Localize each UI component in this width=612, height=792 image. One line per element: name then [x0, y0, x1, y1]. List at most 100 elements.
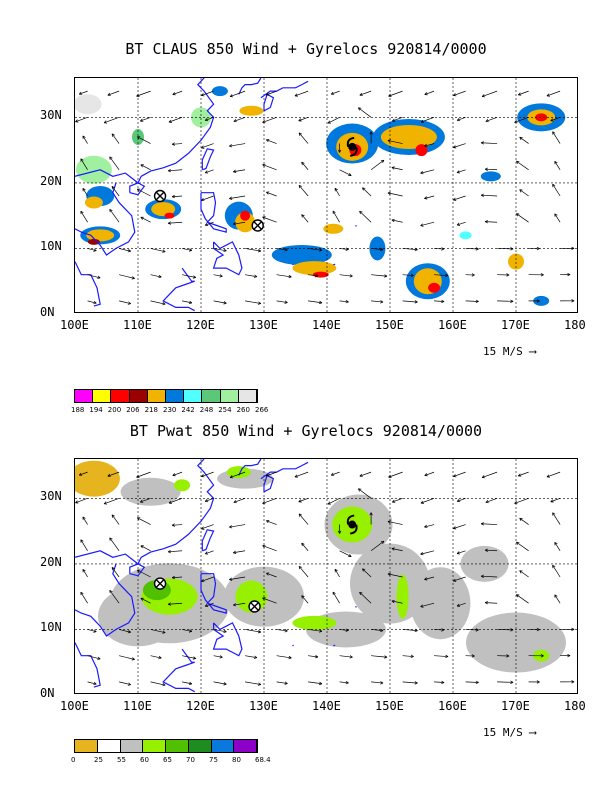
- wind-arrow-head: [127, 682, 131, 686]
- wind-arrow: [276, 274, 292, 278]
- wind-arrow-head: [298, 513, 302, 517]
- wind-arrow: [75, 498, 88, 504]
- wind-arrow: [371, 629, 384, 631]
- wind-arrow: [519, 136, 529, 144]
- wind-arrow-head: [571, 246, 575, 251]
- wind-arrow-head: [481, 475, 486, 479]
- wind-arrow-head: [162, 682, 166, 687]
- wind-arrow-head: [456, 498, 461, 503]
- wind-arrow: [205, 498, 214, 502]
- wind-arrow-head: [219, 274, 223, 278]
- wind-arrow: [552, 512, 561, 525]
- wind-arrow: [233, 498, 246, 503]
- wind-arrow: [387, 521, 403, 525]
- colorbar-swatch: [93, 390, 112, 402]
- wind-arrow-head: [140, 597, 144, 601]
- wind-arrow-head: [552, 512, 556, 516]
- x-tick-label: 100E: [60, 699, 89, 713]
- wind-arrow: [119, 274, 135, 279]
- wind-arrow: [339, 248, 349, 250]
- colorbar-label: 260: [236, 406, 250, 414]
- wind-arrow: [82, 516, 88, 525]
- pwat-map-svg: [75, 459, 577, 693]
- wind-arrow-head: [332, 210, 336, 215]
- wind-arrow-head: [284, 629, 288, 633]
- typhoon-icon: [348, 142, 357, 151]
- wind-arrow-head: [334, 187, 338, 192]
- wind-arrow-head: [550, 118, 554, 122]
- wind-arrow: [465, 248, 479, 250]
- wind-arrow-head: [514, 501, 518, 505]
- colorbar-swatch: [238, 390, 258, 402]
- wind-arrow: [213, 629, 227, 633]
- wind-arrow-head: [201, 526, 205, 530]
- wind-arrow: [79, 90, 88, 95]
- wind-arrow-head: [391, 599, 395, 604]
- wind-arrow-head: [345, 299, 349, 304]
- wind-arrow-head: [266, 139, 270, 143]
- wind-arrow-head: [93, 300, 97, 305]
- wind-arrow-head: [420, 119, 424, 123]
- wind-arrow-head: [480, 574, 485, 578]
- wind-arrow-head: [103, 501, 108, 505]
- wind-arrow-head: [424, 143, 428, 148]
- wind-arrow-head: [349, 655, 353, 659]
- wind-arrow: [276, 629, 288, 632]
- wind-arrow-head: [168, 119, 172, 123]
- wind-arrow: [172, 576, 183, 579]
- y-tick-label: 30N: [40, 108, 62, 123]
- wind-arrow-head: [229, 475, 234, 479]
- claus-map-svg: [75, 78, 577, 312]
- wind-arrow-head: [554, 213, 558, 217]
- wind-arrow-head: [362, 187, 366, 191]
- wind-arrow: [420, 498, 435, 504]
- wind-arrow-head: [171, 523, 176, 527]
- x-tick-label: 130E: [249, 318, 278, 332]
- wind-arrow: [331, 90, 340, 95]
- wind-arrow-head: [453, 197, 457, 201]
- coastline: [75, 459, 215, 565]
- x-tick-label: 180: [564, 318, 586, 332]
- wind-arrow-head: [284, 681, 288, 685]
- wind-arrow-head: [298, 184, 302, 189]
- wind-arrow-head: [388, 93, 392, 97]
- colorbar-swatch: [75, 390, 94, 402]
- wind-arrow-head: [229, 94, 234, 98]
- wind-arrow: [213, 300, 227, 304]
- wind-arrow-head: [262, 597, 266, 601]
- colorbar-swatch: [97, 740, 121, 752]
- wind-arrow-head: [223, 301, 227, 305]
- wind-arrow: [262, 117, 277, 123]
- wind-arrow: [308, 300, 323, 304]
- colorbar-label: 230: [163, 406, 177, 414]
- wind-arrow: [266, 471, 277, 477]
- wind-arrow: [456, 169, 466, 173]
- wind-arrow-head: [315, 654, 319, 659]
- cloud-cell: [239, 105, 264, 116]
- colorbar-swatch: [75, 740, 98, 752]
- wind-arrow: [332, 210, 340, 223]
- wind-arrow: [172, 143, 183, 145]
- wind-arrow-head: [349, 274, 353, 278]
- wind-arrow-head: [519, 189, 523, 193]
- wind-arrow: [213, 274, 223, 277]
- wind-arrow-head: [223, 682, 227, 686]
- wind-arrow-head: [288, 655, 292, 660]
- wind-arrow-head: [140, 118, 144, 122]
- wind-arrow-head: [546, 93, 550, 97]
- x-tick-label: 160E: [438, 318, 467, 332]
- wind-arrow: [80, 210, 88, 223]
- wind-arrow: [308, 274, 319, 277]
- wind-arrow-head: [536, 246, 540, 251]
- y-tick-label: 0N: [40, 686, 55, 700]
- wind-arrow: [485, 549, 498, 552]
- cloud-cell: [240, 210, 251, 221]
- wind-arrow-head: [131, 276, 135, 280]
- coastline: [201, 529, 215, 552]
- wind-arrow: [332, 591, 340, 604]
- wind-arrow: [245, 655, 257, 659]
- wind-arrow: [359, 90, 372, 96]
- wind-arrow-head: [168, 500, 172, 504]
- wind-arrow: [371, 248, 384, 250]
- wind-arrow: [308, 681, 323, 685]
